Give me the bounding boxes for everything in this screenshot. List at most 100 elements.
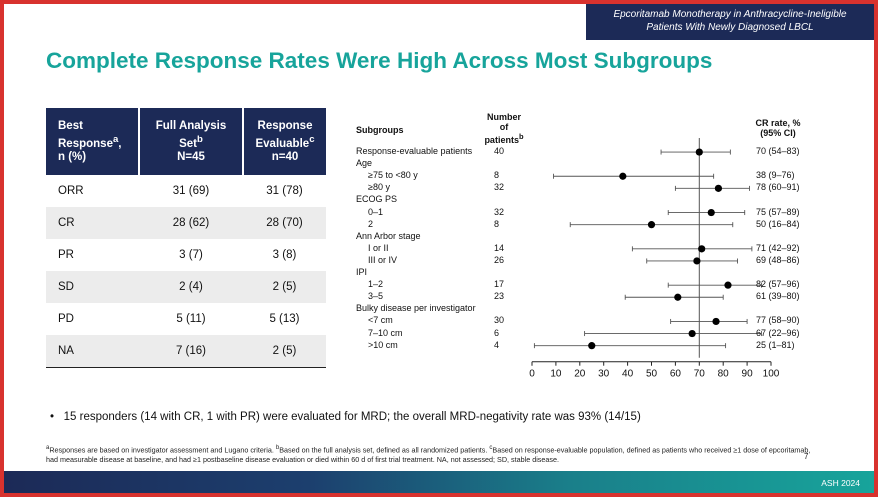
header-text: Number — [486, 112, 521, 122]
header-banner: Epcoritamab Monotherapy in Anthracycline… — [586, 4, 874, 40]
forest-row-n: 6 — [494, 327, 500, 338]
forest-row-cr: 71 (42–92) — [756, 242, 800, 253]
forest-row-cr: 50 (16–84) — [756, 218, 800, 229]
banner-line-1: Epcoritamab Monotherapy in Anthracycline… — [613, 9, 847, 20]
header-text: Best — [58, 119, 83, 132]
forest-row-n: 32 — [494, 182, 505, 193]
table-cell: 2 (4) — [139, 271, 243, 303]
forest-row-n: 32 — [494, 206, 505, 217]
header-text: Full Analysis — [155, 119, 227, 132]
x-tick-label: 0 — [529, 369, 535, 380]
forest-row-label: III or IV — [368, 254, 398, 265]
header-text: n (%) — [58, 151, 87, 164]
x-tick-label: 70 — [694, 369, 706, 380]
table-cell: 28 (70) — [243, 207, 326, 239]
table-row: SD 2 (4) 2 (5) — [46, 271, 326, 303]
banner-line-2: Patients With Newly Diagnosed LBCL — [646, 22, 814, 33]
point-estimate — [724, 281, 732, 289]
table-cell: 3 (8) — [272, 249, 297, 261]
forest-row-label: 1–2 — [368, 279, 384, 290]
forest-row-cr: 67 (22–96) — [756, 327, 800, 338]
col-header-full-analysis: Full Analysis Setb N=45 — [138, 108, 243, 175]
header-text: n=40 — [271, 151, 299, 164]
header-text: N=45 — [177, 151, 205, 164]
table-row: ORR 31 (69) 31 (78) — [46, 175, 326, 207]
header-text: Response — [257, 119, 313, 132]
forest-plot: Subgroups Number of patientsb CR rate, %… — [346, 106, 816, 396]
footnotes: aResponses are based on investigator ass… — [46, 443, 818, 465]
point-estimate — [588, 342, 596, 350]
forest-row-n: 30 — [494, 315, 505, 326]
forest-row-label: I or II — [368, 242, 389, 253]
slide: Epcoritamab Monotherapy in Anthracycline… — [4, 4, 874, 493]
table-cell: CR — [46, 207, 139, 239]
point-estimate — [695, 148, 703, 156]
forest-plot-svg: 0 10 20 30 40 50 60 70 80 90 100 — [529, 138, 780, 380]
table-cell: PR — [58, 249, 74, 261]
point-estimate — [712, 317, 720, 326]
bullet-text: 15 responders (14 with CR, 1 with PR) we… — [63, 411, 641, 423]
forest-row-label: Ann Arbor stage — [356, 230, 421, 241]
x-tick-label: 20 — [574, 369, 586, 380]
header-text: (95% CI) — [760, 128, 796, 138]
x-tick-label: 90 — [742, 369, 754, 380]
x-tick-label: 60 — [670, 369, 682, 380]
forest-row-cr: 75 (57–89) — [756, 206, 800, 217]
x-tick-label: 80 — [718, 369, 730, 380]
table-cell: 5 (13) — [269, 313, 300, 325]
forest-row-n: 4 — [494, 339, 500, 350]
header-text: patients — [484, 135, 519, 145]
header-text: CR rate, % — [755, 118, 801, 128]
point-estimate — [698, 245, 706, 253]
footnote-mark: c — [309, 133, 315, 145]
table-row: CR 28 (62) 28 (70) — [46, 207, 326, 239]
forest-row-label: Response-evaluable patients — [356, 146, 473, 157]
forest-row-n: 26 — [494, 254, 505, 265]
table-cell: PD — [58, 313, 74, 325]
point-estimate — [714, 184, 723, 192]
forest-row-cr: 77 (58–90) — [756, 315, 800, 326]
col-header-response-evaluable: Response Evaluablec n=40 — [242, 108, 326, 175]
forest-row-label: ≥75 to <80 y — [368, 170, 418, 181]
forest-header-subgroups: Subgroups — [356, 125, 404, 135]
footnote-b: Based on the full analysis set, defined … — [279, 445, 490, 455]
point-estimate — [693, 257, 701, 265]
table-row: NA 7 (16) 2 (5) — [46, 335, 326, 368]
x-tick-label: 50 — [646, 369, 658, 380]
forest-header-cr: CR rate, % (95% CI) — [748, 118, 808, 138]
forest-row-label: ≥80 y — [368, 182, 390, 193]
forest-row-label: 3–5 — [368, 291, 384, 302]
footnote-mark: c — [489, 445, 493, 451]
table-cell: 31 (78) — [266, 185, 303, 197]
table-cell: 2 (5) — [243, 271, 326, 303]
x-tick-label: 100 — [763, 369, 780, 380]
forest-row-label: <7 cm — [368, 315, 393, 326]
table-cell: 7 (16) — [139, 335, 243, 368]
table-row: PR 3 (7) 3 (8) — [46, 239, 326, 271]
forest-row-cr: 82 (57–96) — [756, 279, 800, 290]
forest-row-label: ECOG PS — [356, 194, 398, 205]
table-cell: 31 (69) — [172, 185, 210, 197]
forest-row-n: 23 — [494, 291, 505, 302]
point-estimate — [647, 221, 656, 229]
x-tick-label: 30 — [598, 369, 610, 380]
forest-row-n: 17 — [494, 279, 505, 290]
footer-bar: ASH 2024 — [4, 471, 874, 493]
conference-label: ASH 2024 — [821, 478, 860, 488]
table-cell: 28 (62) — [139, 207, 243, 239]
table-cell: ORR — [58, 185, 84, 197]
header-text: Evaluable — [255, 137, 310, 150]
forest-row-n: 14 — [494, 242, 505, 253]
forest-row-label: IPI — [356, 267, 368, 278]
page-number: 7 — [804, 452, 809, 461]
footnote-mark: b — [197, 133, 203, 145]
footnote-mark: a — [46, 445, 50, 451]
forest-row-cr: 69 (48–86) — [756, 254, 800, 265]
forest-header-number: Number of patientsb — [484, 112, 524, 145]
point-estimate — [688, 329, 696, 338]
forest-row-label: Age — [356, 158, 373, 169]
header-text: of — [499, 122, 509, 132]
forest-row-label: 2 — [368, 218, 374, 229]
forest-row-cr: 70 (54–83) — [756, 146, 800, 157]
table-cell: NA — [46, 335, 139, 368]
